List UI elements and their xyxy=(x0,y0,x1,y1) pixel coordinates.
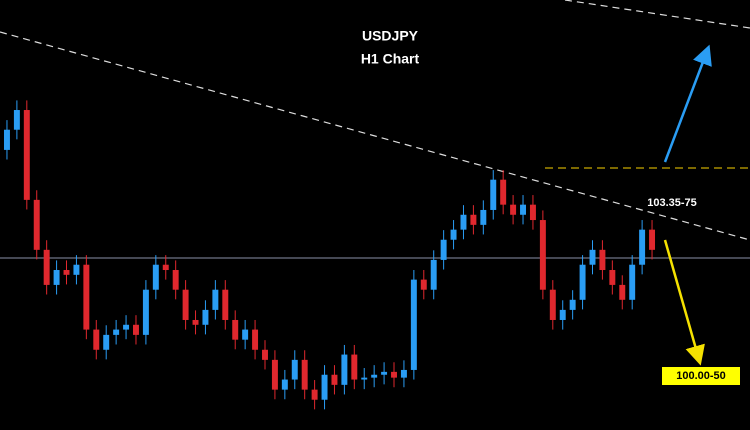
candle-body xyxy=(13,110,20,130)
target-label: 100.00-50 xyxy=(676,370,726,382)
candle-body xyxy=(539,220,546,290)
candle-body xyxy=(281,379,288,390)
candle-body xyxy=(351,354,358,380)
candle-body xyxy=(23,110,30,200)
candle-body xyxy=(331,374,338,385)
candle-body xyxy=(262,349,268,360)
candle-body xyxy=(311,389,318,400)
candle-body xyxy=(103,334,110,350)
candle-body xyxy=(33,199,40,250)
candle-body xyxy=(569,299,576,310)
up-arrow xyxy=(663,44,712,163)
candle-body xyxy=(371,374,378,378)
candle-body xyxy=(271,359,278,390)
candle-body xyxy=(520,204,526,215)
candle-body xyxy=(212,289,219,310)
candle-body xyxy=(232,319,239,340)
candle-body xyxy=(599,249,606,271)
candle-body xyxy=(410,279,417,370)
candle-body xyxy=(480,209,487,225)
candle-body xyxy=(510,204,517,215)
candle-body xyxy=(381,371,388,375)
candle-body xyxy=(629,264,636,300)
candle-body xyxy=(361,377,368,380)
candle-body xyxy=(490,179,497,210)
candle-body xyxy=(301,359,308,390)
candle-body xyxy=(162,264,169,271)
candle-body xyxy=(440,239,447,260)
candle-body xyxy=(400,369,407,378)
candle-body xyxy=(133,324,139,335)
candle-body xyxy=(202,309,209,325)
candle-body xyxy=(619,284,626,300)
candle-body xyxy=(470,214,477,225)
candle-body xyxy=(450,229,457,240)
candle-body xyxy=(192,319,199,325)
candle-body xyxy=(43,249,50,285)
candle-body xyxy=(113,329,120,335)
candle-body xyxy=(242,329,249,340)
candle-body xyxy=(341,354,348,385)
candle-body xyxy=(579,264,586,300)
candle-body xyxy=(222,289,229,320)
label-box xyxy=(662,367,740,385)
down-arrow xyxy=(663,239,705,366)
candle-body xyxy=(152,264,159,290)
candle-body xyxy=(649,229,656,250)
candle-body xyxy=(182,289,189,320)
chart-subtitle: H1 Chart xyxy=(361,51,420,67)
candle-body xyxy=(321,374,328,400)
candle-body xyxy=(549,289,556,320)
candle-body xyxy=(559,309,566,320)
candle-body xyxy=(391,371,397,378)
candle-body xyxy=(529,204,536,221)
candle-body xyxy=(500,179,507,205)
target-label: 103.35-75 xyxy=(647,197,697,209)
candle-body xyxy=(83,264,90,330)
candle-body xyxy=(123,324,130,330)
candle-body xyxy=(93,329,100,350)
candle-body xyxy=(291,359,298,380)
candle-body xyxy=(639,229,646,265)
candle-body xyxy=(430,259,437,290)
candle-body xyxy=(609,270,616,285)
candle-body xyxy=(172,270,179,290)
candle-body xyxy=(73,264,80,275)
candle-body xyxy=(3,129,10,150)
candle-body xyxy=(589,249,596,265)
candle-body xyxy=(460,214,467,230)
candle-body xyxy=(53,270,60,285)
trend-line xyxy=(0,31,750,241)
candles xyxy=(3,100,656,410)
candle-body xyxy=(63,270,70,275)
candle-body xyxy=(142,289,149,335)
candle-body xyxy=(252,329,259,350)
chart-title: USDJPY xyxy=(362,28,419,44)
candle-body xyxy=(420,279,427,290)
